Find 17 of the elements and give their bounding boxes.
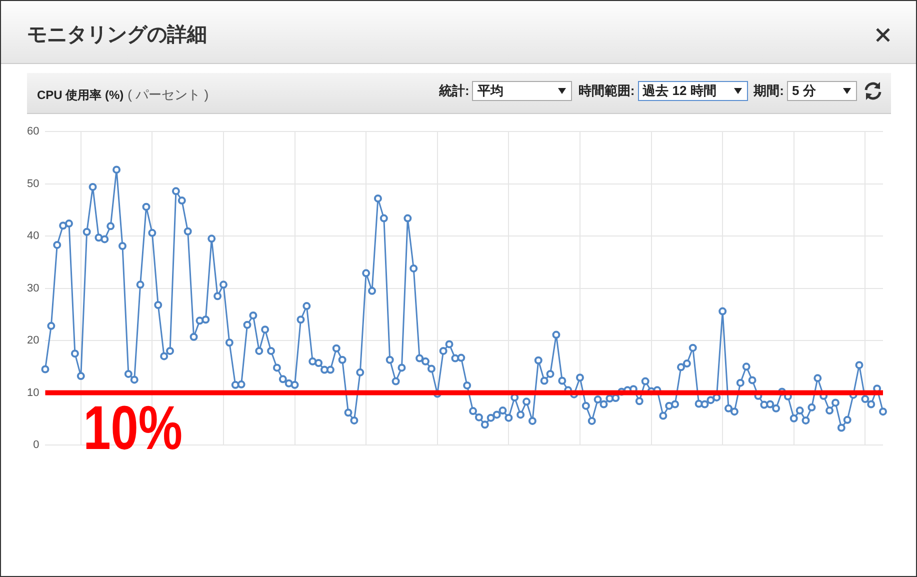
y-tick-label: 40 bbox=[26, 230, 40, 242]
text: 過去 12 時間 bbox=[642, 83, 716, 98]
text: 統計: bbox=[438, 82, 470, 100]
y-tick-label: 60 bbox=[26, 126, 40, 138]
y-tick-label: 20 bbox=[26, 334, 40, 347]
y-tick-label: 50 bbox=[26, 178, 40, 190]
text: 期間: bbox=[754, 82, 784, 100]
chart-title: モニタリングの詳細 bbox=[27, 23, 207, 48]
ref-line-label: 10% bbox=[83, 392, 182, 462]
text: 平均 bbox=[477, 83, 504, 98]
text: 5 分 bbox=[792, 83, 816, 98]
chart-subtitle: CPU 使用率 (%) bbox=[37, 88, 124, 102]
text: 時間範囲: bbox=[578, 82, 635, 100]
y-tick-label: 30 bbox=[26, 282, 40, 294]
y-axis-title: ( パーセント ) bbox=[128, 87, 209, 102]
y-tick-label: 0 bbox=[33, 439, 40, 452]
y-tick-label: 10 bbox=[26, 386, 40, 399]
